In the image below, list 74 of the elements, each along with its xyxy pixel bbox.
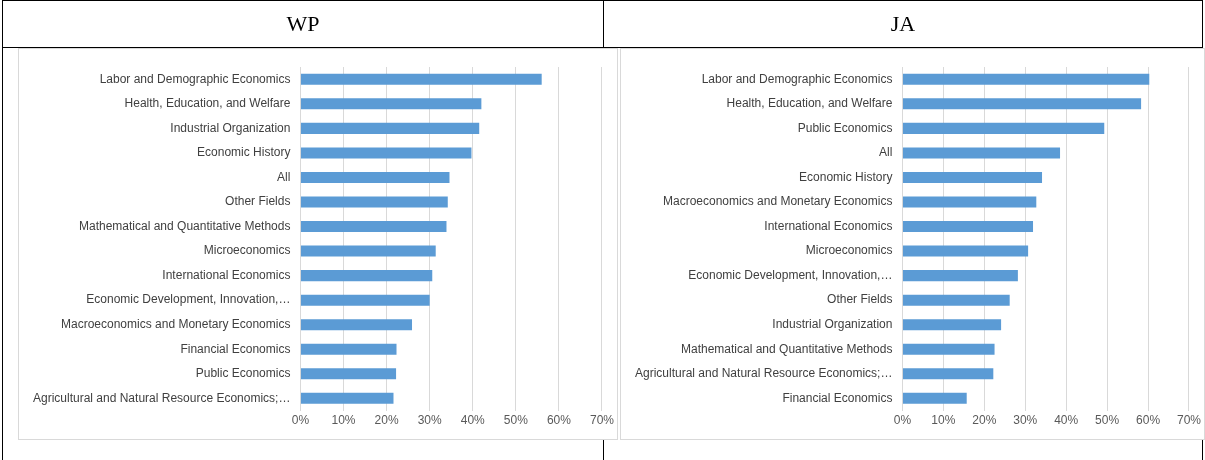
bar <box>300 319 413 331</box>
y-tick-label: Other Fields <box>225 194 291 209</box>
bar <box>902 368 994 380</box>
bar <box>902 319 1002 331</box>
x-tick-label: 20% <box>374 413 399 428</box>
y-tick-label: Other Fields <box>827 292 893 307</box>
y-tick-label: Health, Education, and Welfare <box>726 96 893 111</box>
x-tick-label: 30% <box>417 413 443 428</box>
y-tick-label: All <box>879 145 893 160</box>
bar <box>300 392 394 404</box>
bar <box>300 221 447 233</box>
bar <box>300 196 448 208</box>
x-tick-label: 20% <box>972 413 997 428</box>
x-tick-label: 70% <box>1176 413 1202 428</box>
y-tick-label: Agricultural and Natural Resource Economics;… <box>634 366 893 381</box>
x-tick-label: 10% <box>331 413 356 428</box>
y-tick-label: Agricultural and Natural Resource Economics;… <box>32 390 291 405</box>
x-tick-label: 40% <box>460 413 486 428</box>
y-tick-label: Financial Economics <box>180 341 291 356</box>
bar <box>300 73 542 85</box>
chart-title: JA <box>603 0 1203 48</box>
bar <box>300 245 436 257</box>
y-tick-label: Public Economics <box>195 366 291 381</box>
y-tick-label: Financial Economics <box>782 390 893 405</box>
bar <box>902 245 1029 257</box>
bar <box>300 368 397 380</box>
x-tick-label: 50% <box>503 413 529 428</box>
x-tick-label: 0% <box>893 413 912 428</box>
y-tick-label: International Economics <box>162 267 291 282</box>
y-tick-label: Labor and Demographic Economics <box>701 71 893 86</box>
y-tick-label: Industrial Organization <box>170 120 291 135</box>
bar <box>902 122 1105 134</box>
y-tick-label: Health, Education, and Welfare <box>124 96 291 111</box>
bar <box>902 73 1150 85</box>
bar <box>902 147 1061 159</box>
y-tick-label: Economic Development, Innovation,… <box>688 267 893 282</box>
x-tick-label: 70% <box>589 413 615 428</box>
bar <box>902 196 1037 208</box>
y-tick-label: Macroeconomics and Monetary Economics <box>61 317 291 332</box>
x-tick-label: 10% <box>931 413 956 428</box>
y-tick-label: All <box>277 169 291 184</box>
bar <box>902 343 995 355</box>
y-tick-label: Industrial Organization <box>772 317 893 332</box>
y-tick-label: Microeconomics <box>203 243 291 258</box>
x-tick-label: 50% <box>1095 413 1120 428</box>
chart-title: WP <box>2 0 604 48</box>
bar <box>300 270 433 282</box>
y-tick-label: Labor and Demographic Economics <box>99 71 291 86</box>
bar <box>300 171 450 183</box>
x-tick-label: 30% <box>1013 413 1038 428</box>
x-tick-label: 0% <box>291 413 310 428</box>
bar <box>902 294 1010 306</box>
bar <box>902 98 1142 110</box>
x-tick-label: 60% <box>1136 413 1161 428</box>
bar <box>300 147 472 159</box>
bar <box>902 270 1018 282</box>
y-tick-label: Macroeconomics and Monetary Economics <box>663 194 893 209</box>
bar <box>300 343 397 355</box>
y-tick-label: Public Economics <box>797 120 893 135</box>
bar <box>902 171 1043 183</box>
y-tick-label: Mathematical and Quantitative Methods <box>78 218 291 233</box>
bar <box>300 294 430 306</box>
y-tick-label: Mathematical and Quantitative Methods <box>680 341 893 356</box>
bar <box>902 221 1034 233</box>
bar <box>300 122 480 134</box>
y-tick-label: Microeconomics <box>805 243 893 258</box>
bar <box>300 98 482 110</box>
bar <box>902 392 967 404</box>
y-tick-label: Economic Development, Innovation,… <box>86 292 291 307</box>
x-tick-label: 40% <box>1054 413 1079 428</box>
y-tick-label: International Economics <box>764 218 893 233</box>
y-tick-label: Economic History <box>197 145 291 160</box>
x-tick-label: 60% <box>546 413 572 428</box>
y-tick-label: Economic History <box>799 169 893 184</box>
